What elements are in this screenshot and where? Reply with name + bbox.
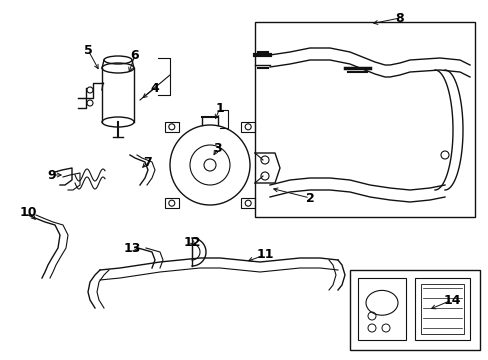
Text: 3: 3 (213, 141, 222, 154)
Bar (414, 278, 469, 340)
Text: 2: 2 (305, 192, 314, 204)
Text: 13: 13 (123, 242, 141, 255)
Bar (241, 122, 255, 132)
Bar (164, 198, 179, 208)
Bar (254, 22, 474, 217)
Bar (164, 122, 179, 132)
Bar (349, 270, 479, 350)
Bar (241, 198, 255, 208)
Text: 12: 12 (183, 235, 201, 248)
Text: 7: 7 (143, 156, 152, 168)
Text: 4: 4 (150, 81, 159, 95)
Text: 11: 11 (256, 248, 273, 261)
Text: 8: 8 (395, 12, 404, 24)
Bar (357, 278, 405, 340)
Text: 1: 1 (215, 102, 224, 114)
Text: 9: 9 (48, 168, 56, 181)
Text: 10: 10 (19, 206, 37, 219)
Text: 6: 6 (130, 49, 139, 62)
Bar (420, 284, 463, 334)
Text: 5: 5 (83, 44, 92, 57)
Text: 14: 14 (442, 293, 460, 306)
